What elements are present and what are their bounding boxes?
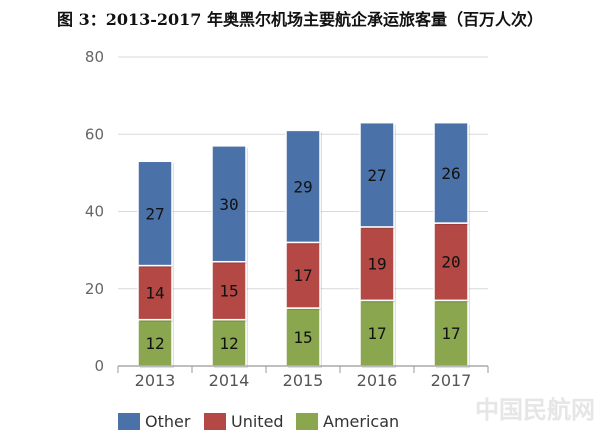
y-tick-label: 80 (85, 48, 104, 66)
data-label: 17 (367, 324, 386, 343)
bar-segment-other (433, 121, 469, 224)
x-axis: 2013 2014 2015 2016 2017 (117, 365, 489, 390)
watermark: 中国民航网 (475, 396, 595, 424)
y-tick-label: 40 (85, 203, 104, 221)
data-label: 12 (145, 334, 164, 353)
x-tick-label: 2013 (135, 371, 176, 390)
legend-label-american: American (323, 412, 399, 431)
legend-swatch-united (204, 413, 226, 430)
bar-segment-other (137, 160, 173, 267)
legend: Other United American (118, 412, 399, 431)
legend-swatch-other (118, 413, 140, 430)
data-label: 20 (441, 253, 460, 272)
bar-segment-other (359, 121, 395, 228)
data-label: 27 (145, 204, 164, 223)
data-label: 17 (441, 324, 460, 343)
y-tick-label: 60 (85, 125, 104, 143)
data-label: 27 (367, 166, 386, 185)
legend-swatch-american (296, 413, 318, 430)
data-label: 14 (145, 284, 164, 303)
data-label: 30 (219, 195, 238, 214)
data-label: 12 (219, 334, 238, 353)
y-axis: 0 20 40 60 80 (85, 48, 104, 375)
data-label: 15 (293, 328, 312, 347)
x-tick-label: 2016 (357, 371, 398, 390)
y-tick-label: 0 (94, 357, 104, 375)
bar-segment-other (285, 129, 321, 244)
x-tick-label: 2014 (209, 371, 250, 390)
y-tick-label: 20 (85, 280, 104, 298)
data-label: 26 (441, 164, 460, 183)
bar-segment-united (433, 222, 469, 302)
data-label: 19 (367, 255, 386, 274)
bar-segment-united (137, 264, 173, 321)
x-tick-label: 2017 (431, 371, 472, 390)
legend-label-united: United (231, 412, 284, 431)
data-label: 29 (293, 177, 312, 196)
bar-segment-united (285, 241, 321, 309)
legend-label-other: Other (145, 412, 191, 431)
bar-segment-american (285, 307, 321, 367)
data-label: 15 (219, 282, 238, 301)
bar-segment-united (211, 260, 247, 321)
data-label: 17 (293, 266, 312, 285)
chart-title: 图 3：2013-2017 年奥黑尔机场主要航企承运旅客量（百万人次） (57, 10, 543, 29)
bars: 12 14 27 12 15 30 15 17 29 17 19 27 17 20 26 (137, 121, 470, 368)
bar-segment-united (359, 226, 395, 302)
bar-segment-other (211, 145, 247, 263)
x-tick-label: 2015 (283, 371, 324, 390)
bar-segment-american (359, 299, 395, 367)
